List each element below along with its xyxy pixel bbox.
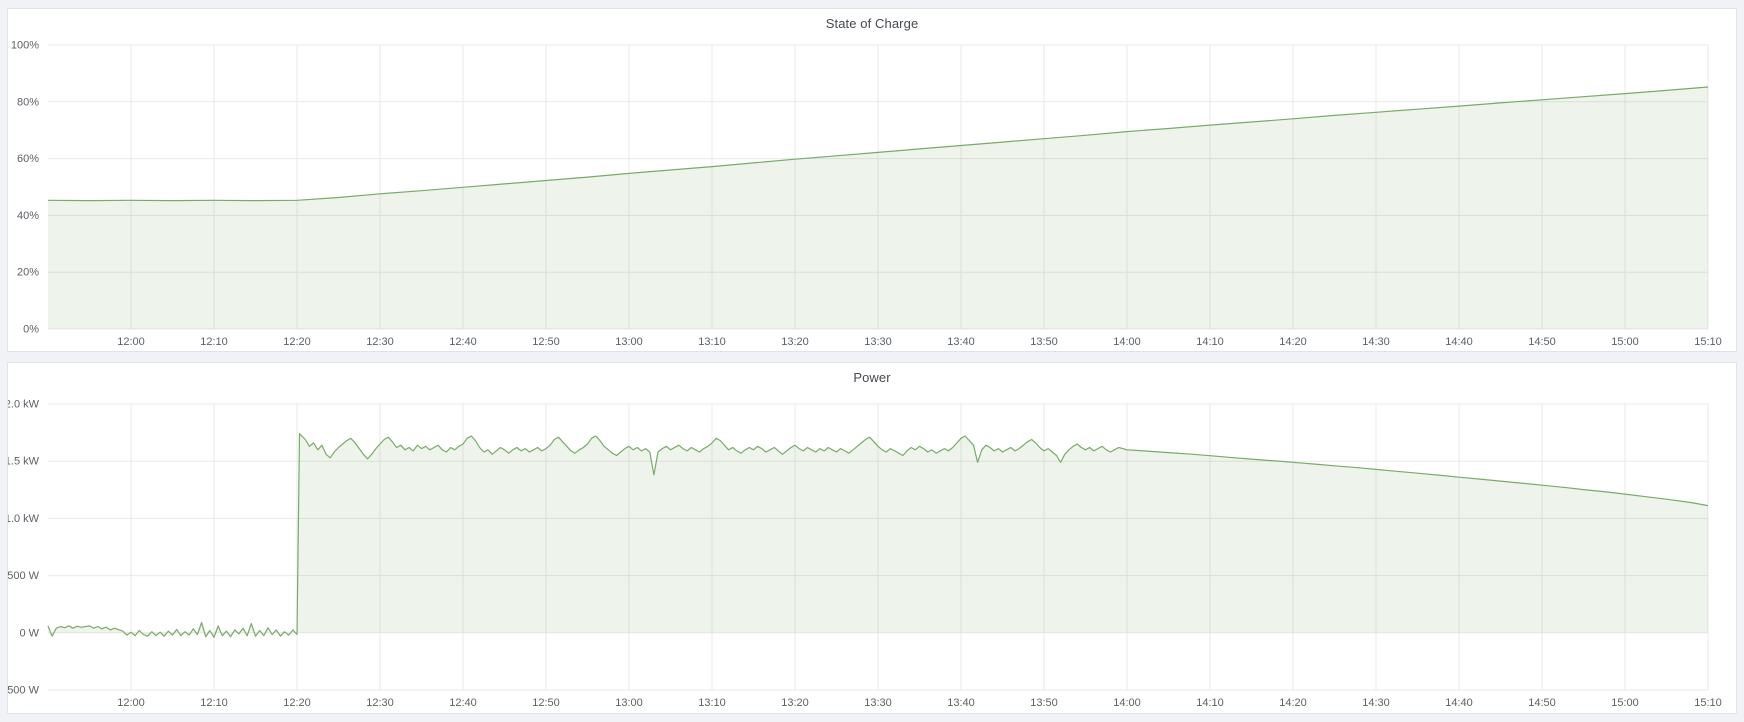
svg-text:500 W: 500 W (8, 570, 40, 582)
svg-text:12:10: 12:10 (200, 697, 228, 709)
svg-text:13:00: 13:00 (615, 697, 643, 709)
svg-text:13:20: 13:20 (781, 336, 809, 348)
panel-power: -500 W 0 W 500 W 1.0 kW 1.5 kW 2.0 kW 12:00 12:… (7, 362, 1737, 714)
svg-text:14:00: 14:00 (1113, 697, 1141, 709)
svg-text:14:10: 14:10 (1196, 336, 1224, 348)
svg-text:12:30: 12:30 (366, 336, 394, 348)
svg-text:1.0 kW: 1.0 kW (8, 513, 40, 525)
panel-title[interactable]: Power (853, 370, 891, 385)
svg-text:15:00: 15:00 (1611, 697, 1639, 709)
svg-text:60%: 60% (17, 153, 39, 165)
svg-text:13:00: 13:00 (615, 336, 643, 348)
power-chart-canvas[interactable]: -500 W 0 W 500 W 1.0 kW 1.5 kW 2.0 kW 12:00 12:… (8, 363, 1736, 713)
svg-text:14:40: 14:40 (1445, 336, 1473, 348)
svg-text:13:10: 13:10 (698, 697, 726, 709)
svg-text:14:50: 14:50 (1528, 697, 1556, 709)
svg-text:12:00: 12:00 (117, 697, 145, 709)
svg-text:14:10: 14:10 (1196, 697, 1224, 709)
svg-text:14:20: 14:20 (1279, 697, 1307, 709)
svg-text:40%: 40% (17, 210, 39, 222)
svg-text:14:30: 14:30 (1362, 697, 1390, 709)
svg-text:15:10: 15:10 (1694, 336, 1722, 348)
svg-text:0 W: 0 W (19, 627, 39, 639)
svg-text:13:50: 13:50 (1030, 336, 1058, 348)
svg-text:-500 W: -500 W (8, 685, 40, 697)
svg-text:12:50: 12:50 (532, 336, 560, 348)
svg-text:12:30: 12:30 (366, 697, 394, 709)
svg-text:12:20: 12:20 (283, 336, 311, 348)
svg-text:1.5 kW: 1.5 kW (8, 456, 40, 468)
soc-chart-canvas[interactable]: 0% 20% 40% 60% 80% 100% 12:00 12:10 12:20 12:30 12… (8, 9, 1736, 351)
svg-text:13:40: 13:40 (947, 336, 975, 348)
svg-text:12:50: 12:50 (532, 697, 560, 709)
svg-text:14:40: 14:40 (1445, 697, 1473, 709)
svg-text:13:30: 13:30 (864, 336, 892, 348)
svg-text:15:10: 15:10 (1694, 697, 1722, 709)
svg-text:12:40: 12:40 (449, 697, 477, 709)
svg-text:14:20: 14:20 (1279, 336, 1307, 348)
svg-text:12:10: 12:10 (200, 336, 228, 348)
svg-text:15:00: 15:00 (1611, 336, 1639, 348)
svg-text:80%: 80% (17, 96, 39, 108)
svg-text:2.0 kW: 2.0 kW (8, 399, 40, 411)
svg-text:0%: 0% (23, 324, 39, 336)
svg-text:13:30: 13:30 (864, 697, 892, 709)
panel-title[interactable]: State of Charge (825, 16, 919, 31)
svg-text:14:00: 14:00 (1113, 336, 1141, 348)
panel-state-of-charge: 0% 20% 40% 60% 80% 100% 12:00 12:10 12:20 12:30 12… (7, 8, 1737, 352)
svg-text:12:00: 12:00 (117, 336, 145, 348)
svg-text:14:50: 14:50 (1528, 336, 1556, 348)
svg-text:20%: 20% (17, 267, 39, 279)
svg-text:13:10: 13:10 (698, 336, 726, 348)
svg-text:12:40: 12:40 (449, 336, 477, 348)
svg-text:100%: 100% (11, 40, 39, 52)
svg-text:12:20: 12:20 (283, 697, 311, 709)
svg-text:14:30: 14:30 (1362, 336, 1390, 348)
svg-text:13:20: 13:20 (781, 697, 809, 709)
svg-text:13:40: 13:40 (947, 697, 975, 709)
svg-text:13:50: 13:50 (1030, 697, 1058, 709)
